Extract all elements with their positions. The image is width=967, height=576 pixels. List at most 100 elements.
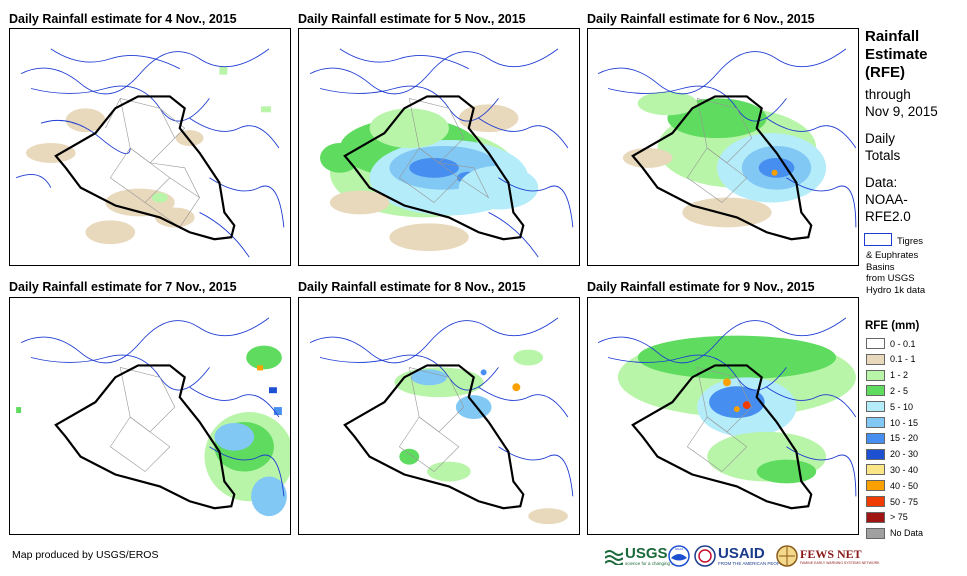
rainfall-layer [320, 104, 539, 252]
legend-row: 5 - 10 [866, 400, 913, 413]
map-nov9 [597, 317, 857, 510]
side-through-line1: through [865, 87, 911, 102]
province-lines [398, 367, 465, 472]
noaa-logo: NOAA [668, 543, 690, 569]
side-data-line1: Data: [865, 175, 898, 190]
rainfall-layer [617, 335, 856, 484]
side-title: Rainfall Estimate (RFE) [865, 28, 928, 82]
side-data-line3: RFE2.0 [865, 209, 911, 224]
side-daily-line1: Daily [865, 131, 896, 146]
side-through: through Nov 9, 2015 [865, 86, 938, 120]
basin-legend-swatch [864, 233, 892, 246]
legend-swatch [866, 464, 885, 476]
legend-row: 50 - 75 [866, 495, 918, 508]
legend-row: 1 - 2 [866, 369, 908, 382]
legend-label: 1 - 2 [890, 370, 909, 381]
fewsnet-tagline: FAMINE EARLY WARNING SYSTEMS NETWORK [800, 560, 880, 565]
rainfall-layer [26, 66, 271, 245]
panel-title-nov5: Daily Rainfall estimate for 5 Nov., 2015 [298, 12, 526, 26]
legend-title: RFE (mm) [865, 320, 920, 332]
legend-row: 0 - 0.1 [866, 337, 916, 350]
legend-swatch [866, 511, 885, 523]
panel-title-nov8: Daily Rainfall estimate for 8 Nov., 2015 [298, 280, 526, 294]
iraq-border [631, 364, 813, 510]
map-nov4 [15, 48, 285, 258]
iraq-border [631, 95, 813, 241]
usaid-seal-icon [694, 545, 716, 567]
legend-label: 0 - 0.1 [890, 338, 916, 349]
basin-legend-line3: Basins [866, 261, 895, 273]
legend-label: 15 - 20 [890, 433, 919, 444]
province-lines [686, 98, 753, 203]
map-credit: Map produced by USGS/EROS [12, 549, 159, 561]
legend-label: 20 - 30 [890, 449, 919, 460]
map-nov7 [16, 317, 290, 517]
map-nov6 [597, 48, 857, 241]
map-panel-nov8 [298, 297, 580, 535]
noaa-seal-text: NOAA [675, 547, 684, 551]
noaa-seal-icon: NOAA [668, 545, 690, 567]
basin-legend-line4: from USGS [866, 273, 915, 284]
legend-swatch [866, 385, 885, 397]
basin-legend-text: & Euphrates Basins from USGS Hydro 1k da… [866, 250, 925, 296]
side-daily-line2: Totals [865, 148, 901, 163]
legend-swatch [866, 480, 885, 492]
usaid-logo: USAID FROM THE AMERICAN PEOPLE [694, 543, 785, 569]
usgs-tagline: science for a changing world [625, 561, 683, 566]
fewsnet-wordmark: FEWS NET [800, 546, 862, 561]
legend-swatch [866, 353, 885, 365]
legend-row: 20 - 30 [866, 448, 918, 461]
legend-row: 15 - 20 [866, 432, 918, 445]
rainfall-layer [16, 345, 290, 517]
side-data-line2: NOAA- [865, 192, 908, 207]
basin-outline [597, 317, 857, 497]
iraq-border [343, 95, 525, 241]
side-title-line2: Estimate [865, 46, 928, 63]
legend-swatch [866, 448, 885, 460]
panel-title-nov6: Daily Rainfall estimate for 6 Nov., 2015 [587, 12, 815, 26]
legend-row: 30 - 40 [866, 463, 918, 476]
iraq-border [54, 95, 236, 241]
map-panel-nov5 [298, 28, 580, 266]
iraq-border [54, 364, 236, 510]
legend-label: 5 - 10 [890, 401, 914, 412]
legend-swatch [866, 496, 885, 507]
side-through-line2: Nov 9, 2015 [865, 104, 938, 119]
basin-legend-line5: Hydro 1k data [866, 284, 926, 296]
legend-row: No Data [866, 527, 923, 540]
legend-label: 50 - 75 [890, 496, 919, 507]
fewsnet-logo: FEWS NET FAMINE EARLY WARNING SYSTEMS NE… [776, 543, 879, 569]
rainfall-layer [622, 91, 827, 228]
legend-swatch [866, 401, 885, 413]
map-nov5 [309, 48, 574, 258]
basin-legend-line1: Tigres [897, 236, 924, 247]
legend-label: No Data [890, 528, 924, 539]
legend-swatch [866, 432, 885, 444]
panel-title-nov7: Daily Rainfall estimate for 7 Nov., 2015 [9, 280, 237, 294]
legend-label: 40 - 50 [890, 480, 919, 491]
side-daily: Daily Totals [865, 130, 900, 164]
panel-title-nov9: Daily Rainfall estimate for 9 Nov., 2015 [587, 280, 815, 294]
province-lines [686, 367, 753, 472]
usgs-wordmark: USGS [625, 545, 668, 562]
usaid-tagline: FROM THE AMERICAN PEOPLE [718, 561, 786, 566]
province-lines [109, 367, 176, 472]
map-panel-nov6 [587, 28, 859, 266]
legend-swatch [866, 417, 885, 428]
map-panel-nov7 [9, 297, 291, 535]
side-title-line3: (RFE) [865, 64, 905, 81]
map-panel-nov4 [9, 28, 291, 266]
legend-swatch [866, 338, 885, 349]
side-data: Data: NOAA- RFE2.0 [865, 174, 911, 225]
panel-title-nov4: Daily Rainfall estimate for 4 Nov., 2015 [9, 12, 237, 26]
legend-label: 2 - 5 [890, 385, 909, 396]
legend-row: 0.1 - 1 [866, 353, 916, 366]
legend-label: > 75 [890, 512, 908, 523]
legend-label: 10 - 15 [890, 417, 919, 428]
fewsnet-globe-icon [776, 545, 798, 567]
legend-row: 2 - 5 [866, 384, 908, 397]
basin-outline [15, 48, 285, 258]
legend-label: 30 - 40 [890, 464, 919, 475]
iraq-border [343, 364, 525, 510]
legend-row: > 75 [866, 511, 908, 524]
